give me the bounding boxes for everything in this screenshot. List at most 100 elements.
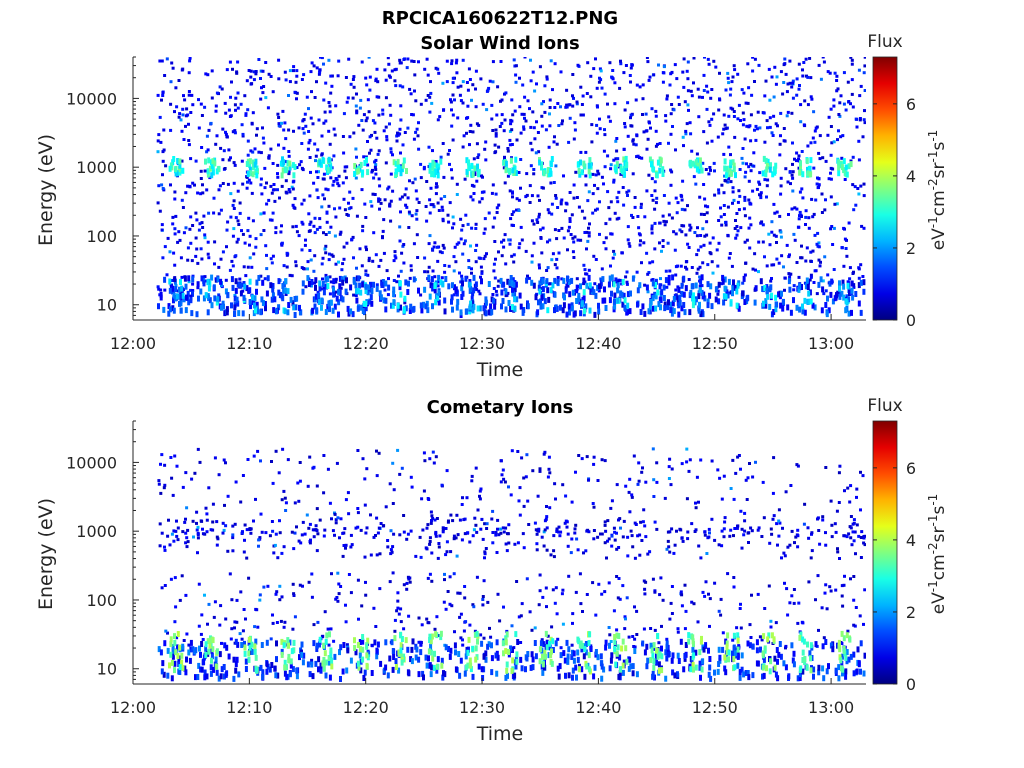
data-cell [376,531,380,535]
burst-cell [172,307,176,314]
data-cell [160,59,164,63]
data-cell [499,99,502,103]
data-cell [286,309,290,316]
data-cell [815,182,819,186]
data-cell [472,192,476,195]
data-cell [511,286,514,293]
data-cell [816,574,820,578]
data-cell [495,551,499,554]
burst-cell [849,161,853,168]
data-cell [640,539,644,542]
data-cell [716,135,720,139]
data-cell [809,95,813,99]
data-cell [500,254,504,258]
data-cell [291,187,295,191]
burst-cell [623,171,626,178]
data-cell [399,210,402,214]
data-cell [374,79,378,83]
data-cell [570,213,574,217]
data-cell [817,258,821,262]
burst-cell [762,300,765,307]
data-cell [645,57,649,59]
data-cell [536,494,540,498]
data-cell [188,184,192,188]
data-cell [459,84,463,88]
data-cell [849,536,853,540]
data-cell [485,108,489,112]
data-cell [714,65,718,69]
data-cell [591,211,595,215]
data-cell [333,207,336,211]
data-cell [819,276,823,283]
data-cell [723,520,727,524]
data-cell [559,202,563,206]
data-cell [405,587,409,591]
data-cell [710,260,714,264]
colorbar-label: eV-1cm-2sr-1s-1 [926,130,949,251]
data-cell [471,603,475,607]
data-cell [545,75,549,79]
data-cell [455,242,459,246]
data-cell [196,191,200,195]
data-cell [748,623,752,627]
data-cell [756,528,760,532]
burst-cell [588,172,592,179]
data-cell [840,290,844,297]
data-cell [244,113,248,117]
data-cell [434,192,438,196]
data-cell [513,542,517,546]
data-cell [487,86,491,90]
data-cell [193,471,197,475]
data-cell [200,257,204,261]
data-cell [584,174,588,178]
data-cell [859,556,863,559]
data-cell [201,183,204,187]
data-cell [852,521,856,525]
data-cell [474,281,478,288]
burst-cell [576,161,580,168]
data-cell [566,544,570,548]
data-cell [327,252,331,256]
data-cell [260,530,264,534]
data-cell [490,191,494,195]
data-cell [778,142,782,146]
data-cell [423,286,427,293]
burst-cell [468,303,472,310]
data-cell [241,474,245,477]
data-cell [405,205,409,209]
data-cell [711,271,715,275]
data-cell [800,256,804,260]
data-cell [497,279,501,283]
data-cell [352,293,356,297]
burst-cell [439,158,443,165]
data-cell [407,226,411,229]
burst-cell [169,162,173,169]
data-cell [448,602,452,606]
data-cell [665,94,669,98]
data-cell [587,234,591,238]
data-cell [496,85,500,89]
data-cell [392,532,396,536]
data-cell [345,165,349,169]
data-cell [423,256,427,260]
data-cell [268,534,272,538]
data-cell [741,147,745,150]
data-cell [394,658,398,665]
data-cell [461,280,464,287]
data-cell [592,289,596,296]
data-cell [707,592,710,596]
data-cell [261,91,265,95]
data-cell [236,300,240,307]
burst-cell [546,167,550,173]
data-cell [483,522,487,526]
x-tick-label: 12:40 [575,334,621,353]
data-cell [414,189,418,193]
data-cell [485,252,488,256]
data-cell [436,656,440,663]
data-cell [317,666,320,673]
data-cell [455,304,459,311]
data-cell [266,275,270,282]
data-cell [369,513,372,517]
data-cell [501,298,505,304]
data-cell [652,73,656,77]
